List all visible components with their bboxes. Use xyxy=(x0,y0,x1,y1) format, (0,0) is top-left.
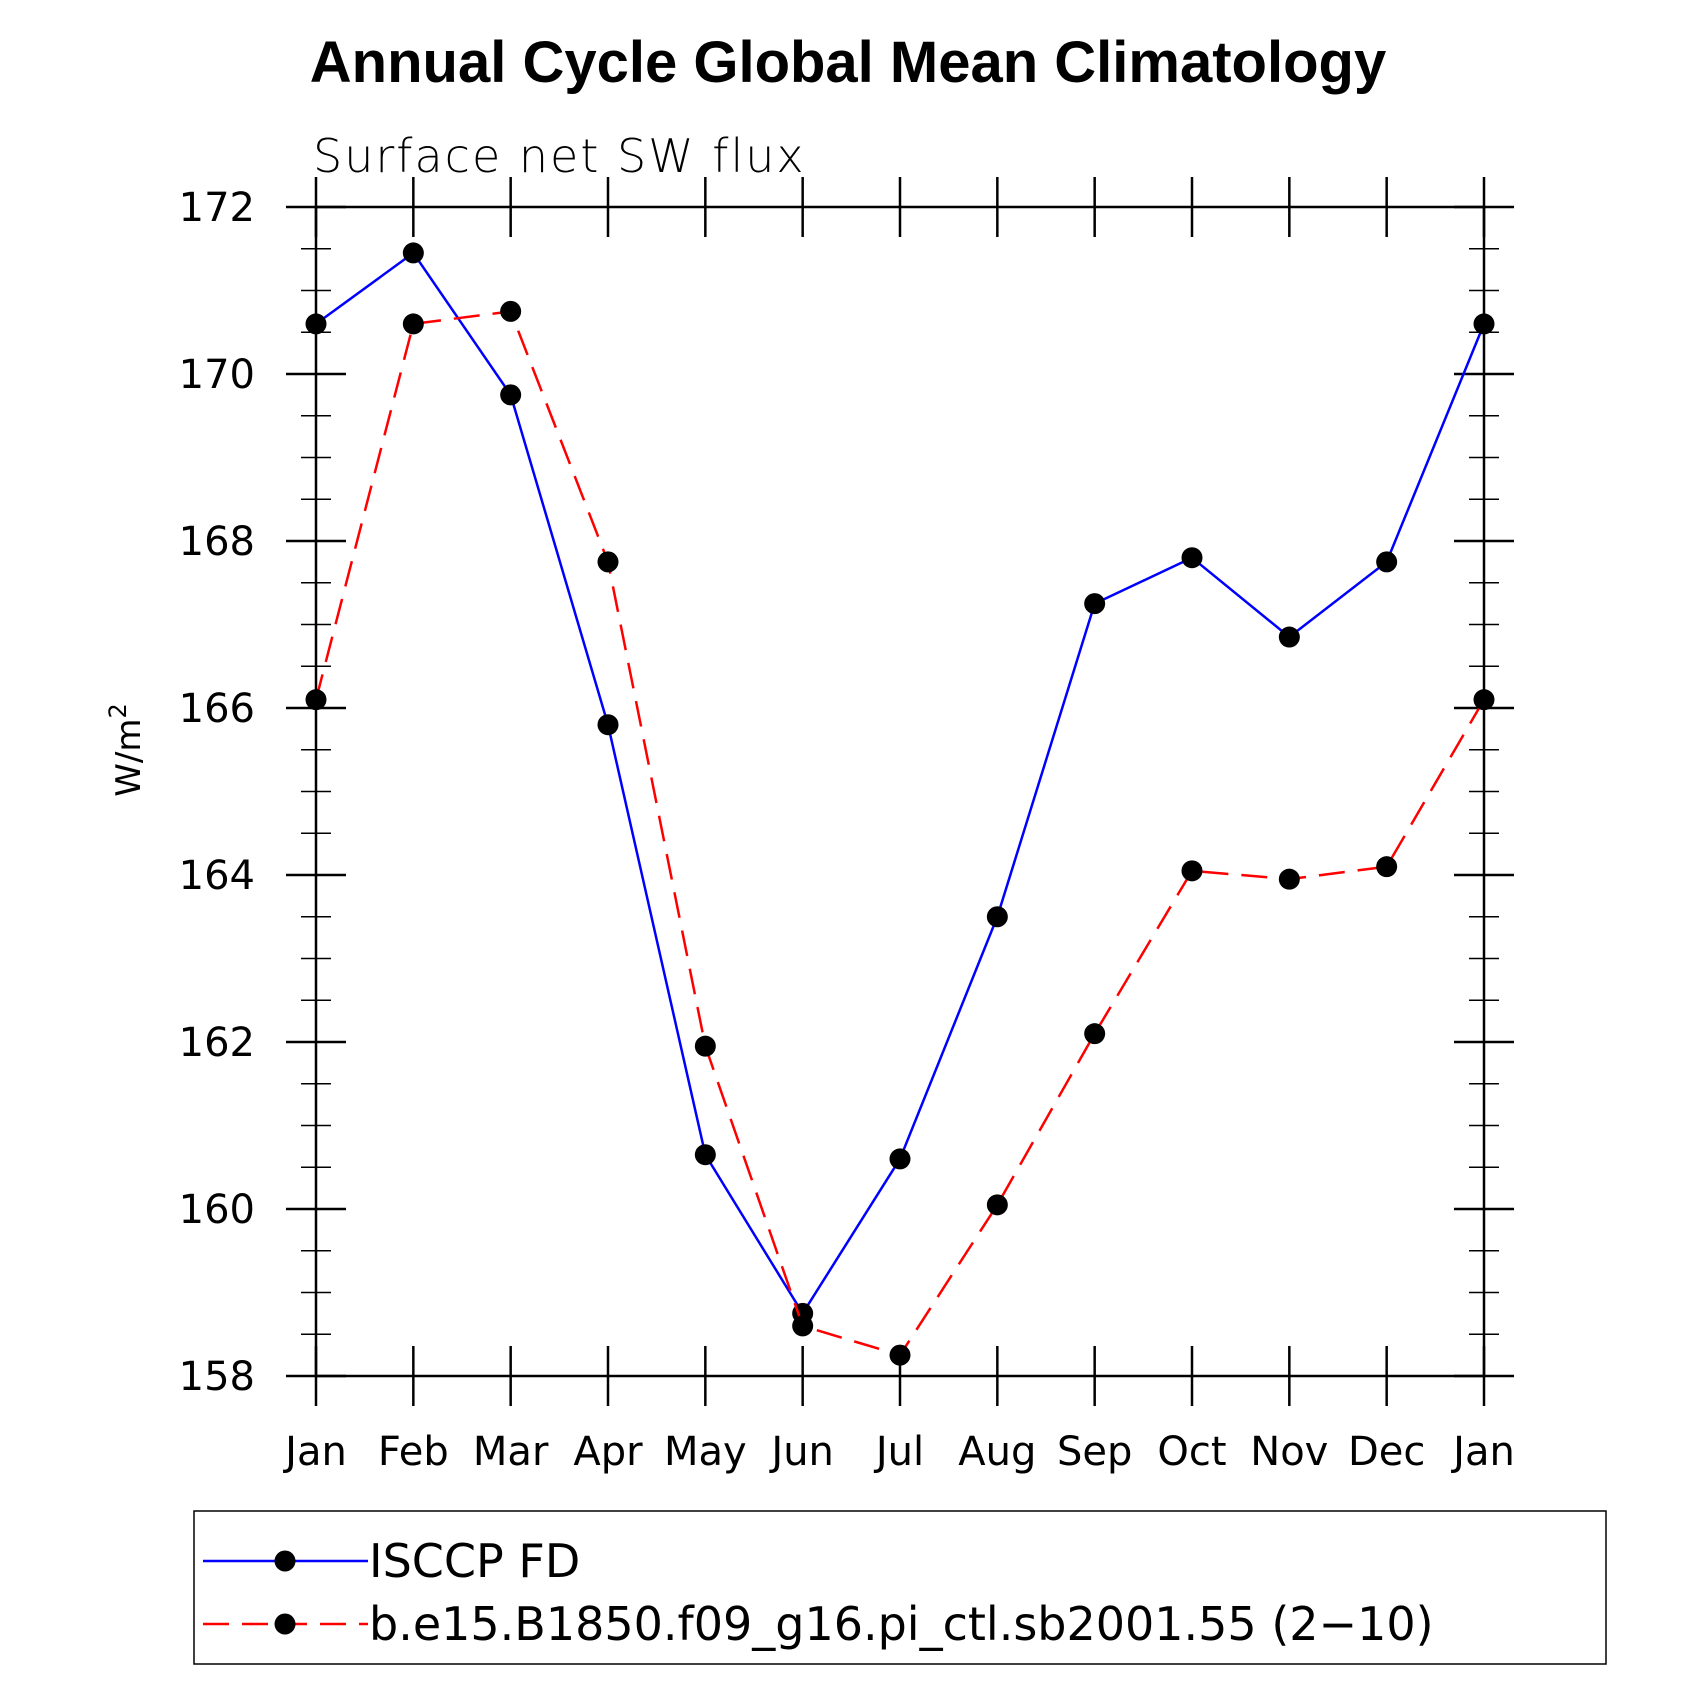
y-tick-label: 166 xyxy=(179,686,255,732)
x-tick-label: Mar xyxy=(473,1429,549,1475)
data-point xyxy=(792,1315,814,1337)
x-tick-label: Jan xyxy=(282,1429,347,1475)
data-point xyxy=(597,714,619,736)
data-point xyxy=(1084,593,1106,615)
data-point xyxy=(1473,689,1495,711)
data-point xyxy=(402,313,424,335)
svg-text:W/m2: W/m2 xyxy=(104,703,149,796)
data-point xyxy=(889,1148,911,1170)
x-tick-label: Nov xyxy=(1250,1429,1328,1475)
plot-frame xyxy=(314,205,1486,1378)
series-line-2 xyxy=(314,310,1486,1357)
data-point xyxy=(694,1035,716,1057)
chart-title: Annual Cycle Global Mean Climatology xyxy=(310,30,1386,95)
axes: 158 160 162 164 166 168 170 172 Jan Feb Mar Apr May J… xyxy=(179,177,1515,1475)
data-point xyxy=(889,1344,911,1366)
legend-label-1: ISCCP FD xyxy=(369,1534,580,1588)
x-tick-label: Jan xyxy=(1450,1429,1515,1475)
y-axis-label-text: W/m xyxy=(109,719,149,797)
x-tick-label: Oct xyxy=(1157,1429,1226,1475)
data-point xyxy=(986,1194,1008,1216)
data-point xyxy=(305,689,327,711)
data-point xyxy=(1181,860,1203,882)
legend-box xyxy=(193,1510,1607,1665)
data-point xyxy=(1278,868,1300,890)
y-tick-label: 168 xyxy=(179,519,255,565)
x-tick-label: Jul xyxy=(873,1429,924,1475)
x-tick-label: Dec xyxy=(1348,1429,1425,1475)
data-point xyxy=(1376,856,1398,878)
data-point xyxy=(402,242,424,264)
series-layer xyxy=(305,242,1495,1366)
data-point xyxy=(1278,626,1300,648)
y-tick-label: 160 xyxy=(179,1187,255,1233)
x-tick-label: Sep xyxy=(1057,1429,1132,1475)
y-axis-label-superscript: 2 xyxy=(104,703,132,718)
data-point xyxy=(1181,547,1203,569)
data-point xyxy=(500,300,522,322)
y-axis-label: W/m2 xyxy=(104,703,149,796)
legend-marker-1 xyxy=(274,1550,296,1572)
y-tick-label: 172 xyxy=(179,185,255,231)
legend-items: ISCCP FD b.e15.B1850.f09_g16.pi_ctl.sb200… xyxy=(203,1534,1434,1651)
data-point xyxy=(1084,1023,1106,1045)
data-point xyxy=(986,906,1008,928)
y-tick-label: 158 xyxy=(179,1354,255,1400)
data-point xyxy=(597,551,619,573)
y-tick-label: 164 xyxy=(179,853,255,899)
data-point xyxy=(1473,313,1495,335)
y-tick-label: 162 xyxy=(179,1020,255,1066)
x-tick-label: May xyxy=(664,1429,747,1475)
legend-label-2: b.e15.B1850.f09_g16.pi_ctl.sb2001.55 (2−… xyxy=(369,1597,1434,1651)
chart-subtitle: Surface net SW flux xyxy=(313,129,806,183)
x-tick-label: Jun xyxy=(768,1429,834,1475)
x-tick-label: Aug xyxy=(958,1429,1036,1475)
data-point xyxy=(1376,551,1398,573)
data-point xyxy=(500,384,522,406)
x-tick-label: Apr xyxy=(573,1429,643,1475)
data-point xyxy=(305,313,327,335)
y-tick-label: 170 xyxy=(179,352,255,398)
legend-marker-2 xyxy=(274,1613,296,1635)
x-tick-label: Feb xyxy=(378,1429,449,1475)
legend: ISCCP FD b.e15.B1850.f09_g16.pi_ctl.sb200… xyxy=(193,1510,1607,1665)
data-point xyxy=(694,1144,716,1166)
